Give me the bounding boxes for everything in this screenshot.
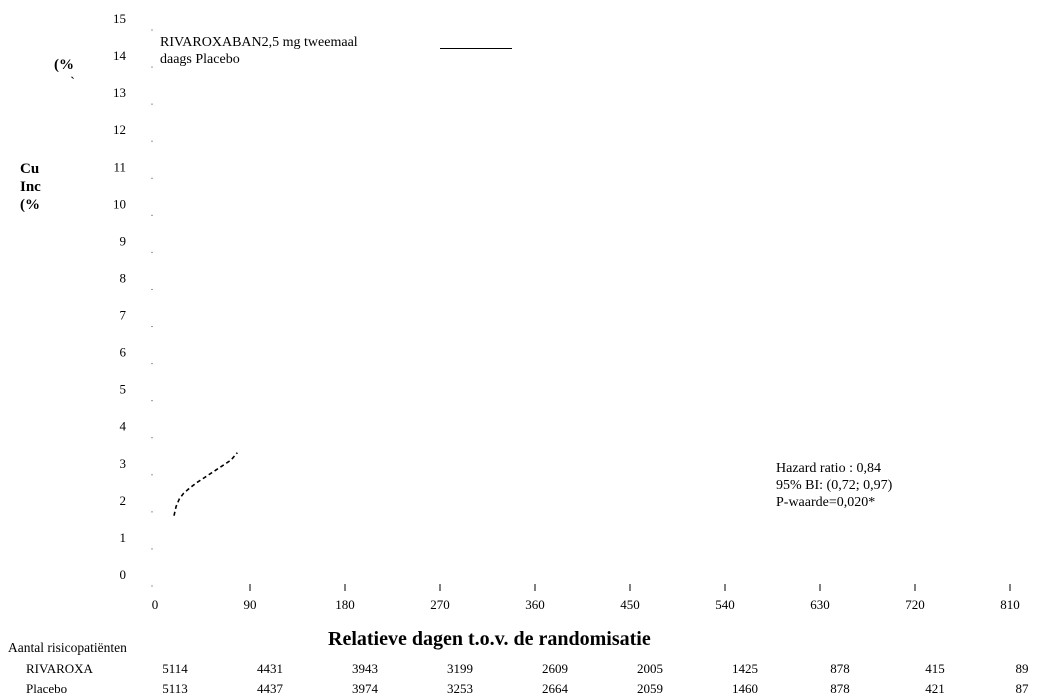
x-tick-label: 450 bbox=[620, 597, 640, 612]
x-tick-label: 0 bbox=[152, 597, 159, 612]
risk-cell: 2609 bbox=[542, 661, 568, 676]
series-lines bbox=[173, 452, 238, 516]
risk-row-label: Placebo bbox=[26, 681, 68, 696]
risk-cell: 2664 bbox=[542, 681, 568, 696]
hazard-annotation: Hazard ratio : 0,84 95% BI: (0,72; 0,97)… bbox=[776, 460, 892, 511]
risk-cell: 89 bbox=[1015, 661, 1029, 676]
y-tick-label: 14 bbox=[113, 48, 127, 63]
y-tick-label: 5 bbox=[120, 382, 127, 397]
series-line bbox=[173, 452, 238, 516]
x-tick-label: 810 bbox=[1000, 597, 1020, 612]
risk-cell: 4431 bbox=[257, 661, 283, 676]
p-value-text: P-waarde=0,020* bbox=[776, 495, 876, 510]
y-tick-label: 9 bbox=[120, 233, 127, 248]
risk-cell: 878 bbox=[830, 681, 850, 696]
y-tick-label: 15 bbox=[113, 11, 126, 26]
y-tick-label: 8 bbox=[120, 270, 127, 285]
y-tick-label: 7 bbox=[120, 308, 127, 323]
risk-row-label: RIVAROXA bbox=[26, 661, 93, 676]
risk-cell: 1425 bbox=[732, 661, 758, 676]
risk-cell: 3199 bbox=[447, 661, 473, 676]
risk-table-title: Aantal risicopatiënten bbox=[8, 640, 127, 655]
x-tick-label: 180 bbox=[335, 597, 355, 612]
risk-cell: 1460 bbox=[732, 681, 758, 696]
y-axis-label-fragment: (% bbox=[54, 57, 74, 73]
y-axis-label-mark: ` bbox=[70, 75, 75, 91]
y-tick-label: 11 bbox=[113, 159, 126, 174]
x-tick-label: 270 bbox=[430, 597, 450, 612]
x-tick-label: 540 bbox=[715, 597, 735, 612]
y-axis-label: Cu Inc (% bbox=[20, 160, 48, 214]
risk-cell: 415 bbox=[925, 661, 945, 676]
y-axis-label-line: Cu bbox=[20, 161, 40, 177]
y-tick-label: 2 bbox=[120, 493, 127, 508]
risk-cell: 5114 bbox=[162, 661, 188, 676]
y-tick-label: 10 bbox=[113, 196, 126, 211]
risk-cell: 3974 bbox=[352, 681, 378, 696]
y-axis-label-line: Inc bbox=[20, 179, 41, 195]
legend: RIVAROXABAN2,5 mg tweemaal daags Placebo bbox=[160, 34, 358, 68]
hazard-ratio-text: Hazard ratio : 0,84 bbox=[776, 461, 881, 476]
legend-line-sample bbox=[440, 48, 512, 49]
risk-cell: 2005 bbox=[637, 661, 663, 676]
y-tick-label: 0 bbox=[120, 567, 127, 582]
x-axis-title: Relatieve dagen t.o.v. de randomisatie bbox=[328, 628, 651, 650]
x-tick-label: 720 bbox=[905, 597, 925, 612]
y-tick-label: 12 bbox=[113, 122, 126, 137]
risk-cell: 421 bbox=[925, 681, 945, 696]
legend-line: RIVAROXABAN2,5 mg tweemaal bbox=[160, 35, 358, 50]
risk-cell: 878 bbox=[830, 661, 850, 676]
risk-cell: 87 bbox=[1015, 681, 1029, 696]
legend-line: daags Placebo bbox=[160, 52, 240, 67]
y-tick-label: 13 bbox=[113, 85, 126, 100]
risk-cell: 4437 bbox=[257, 681, 283, 696]
y-tick-label: 6 bbox=[120, 345, 127, 360]
risk-cell: 3253 bbox=[447, 681, 473, 696]
y-tick-label: 1 bbox=[120, 530, 127, 545]
y-tick-label: 4 bbox=[120, 419, 127, 434]
x-tick-label: 630 bbox=[810, 597, 830, 612]
x-tick-label: 360 bbox=[525, 597, 545, 612]
risk-cell: 3943 bbox=[352, 661, 378, 676]
risk-cell: 5113 bbox=[162, 681, 188, 696]
y-tick-label: 3 bbox=[120, 456, 127, 471]
risk-cell: 2059 bbox=[637, 681, 663, 696]
y-axis-label-line: (% bbox=[20, 197, 40, 213]
x-axis-ticks: 0 90 180 270 360 450 540 630 720 810 bbox=[152, 584, 1020, 612]
confidence-interval-text: 95% BI: (0,72; 0,97) bbox=[776, 478, 893, 493]
x-tick-label: 90 bbox=[244, 597, 257, 612]
